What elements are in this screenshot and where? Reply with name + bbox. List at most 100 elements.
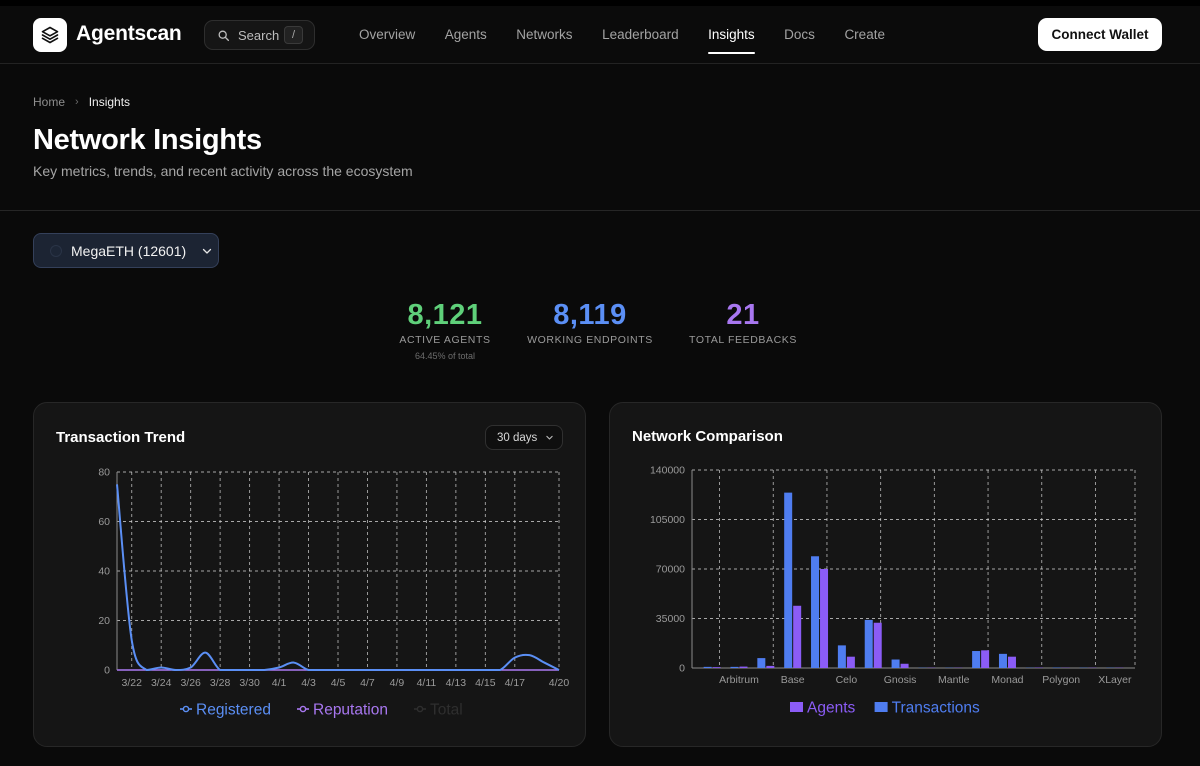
- nav-overview[interactable]: Overview: [359, 27, 416, 42]
- app-name[interactable]: Agentscan: [76, 22, 182, 45]
- bar-agents-arbitrum: [739, 666, 748, 668]
- bar-agents-base: [793, 605, 802, 668]
- metric-working-endpoints: 8,119 WORKING ENDPOINTS: [525, 298, 655, 346]
- x-tick-label: 4/9: [390, 677, 405, 689]
- x-tick-label: 4/1: [272, 677, 287, 689]
- nav-create[interactable]: Create: [844, 27, 885, 42]
- bar-transactions-base: [784, 492, 793, 668]
- series-line-registered: [116, 484, 560, 672]
- x-tick-label: 3/30: [239, 677, 260, 689]
- y-tick-label: 40: [98, 566, 110, 578]
- bar-agents-bsc: [820, 569, 829, 668]
- x-tick-label: 4/7: [360, 677, 375, 689]
- x-tick-label: Monad: [991, 674, 1023, 686]
- x-tick-label: 4/20: [549, 677, 570, 689]
- bar-agents-megaeth: [981, 650, 990, 668]
- legend-label: Reputation: [313, 702, 388, 719]
- breadcrumb-home[interactable]: Home: [33, 95, 66, 109]
- bar-transactions-celo: [837, 645, 846, 668]
- x-tick-label: 3/22: [122, 677, 143, 689]
- section-divider: [0, 210, 1200, 211]
- nav-networks[interactable]: Networks: [516, 27, 573, 42]
- metric-active-agents: 8,121 ACTIVE AGENTS 64.45% of total: [395, 298, 495, 361]
- x-tick-label: Celo: [836, 674, 858, 686]
- breadcrumb: Home › Insights: [33, 95, 130, 109]
- x-tick-label: XLayer: [1098, 674, 1132, 686]
- bar-agents-avalanche: [766, 665, 775, 668]
- legend-dot: [182, 705, 190, 713]
- y-tick-label: 140000: [650, 465, 685, 477]
- time-range-select[interactable]: 30 days: [485, 425, 563, 450]
- metric-subtext: 64.45% of total: [414, 351, 476, 361]
- page-title: Network Insights: [33, 124, 262, 156]
- nav-insights[interactable]: Insights: [708, 27, 755, 54]
- legend-label: Transactions: [892, 700, 980, 717]
- bar-transactions-monad: [998, 653, 1007, 668]
- nav-leaderboard[interactable]: Leaderboard: [602, 27, 679, 42]
- y-tick-label: 0: [104, 665, 110, 677]
- x-tick-label: Arbitrum: [719, 674, 759, 686]
- search-icon: [218, 30, 230, 41]
- bar-transactions-abstract: [703, 666, 712, 668]
- x-tick-label: Polygon: [1042, 674, 1080, 686]
- legend-dot: [299, 705, 307, 713]
- transaction-trend-chart: 0 20 40 60 80 3/22 3/24 3/26 3/28 3/30 4/1 4/3 4/5 4/…: [98, 467, 570, 719]
- legend-label: Registered: [196, 702, 271, 719]
- x-tick-label: 3/26: [180, 677, 201, 689]
- app-logo[interactable]: [33, 18, 67, 52]
- x-tick-label: 4/5: [331, 677, 346, 689]
- bar-transactions-megaeth: [972, 651, 981, 668]
- bar-agents-monad: [1007, 656, 1016, 668]
- x-tick-label: 4/17: [505, 677, 526, 689]
- bar-transactions-bsc: [811, 556, 820, 668]
- x-tick-label: 4/11: [417, 677, 437, 689]
- breadcrumb-current: Insights: [88, 95, 131, 109]
- search-label: Search: [238, 27, 280, 43]
- search-shortcut-key: /: [284, 26, 303, 44]
- nav-agents[interactable]: Agents: [444, 27, 487, 42]
- x-tick-label: Base: [781, 674, 805, 686]
- layers-icon: [41, 26, 59, 44]
- card-title: Transaction Trend: [56, 429, 186, 446]
- legend-swatch: [874, 702, 888, 712]
- transaction-trend-card: Transaction Trend 30 days 0 20 40 60 80 3/22 3…: [33, 402, 586, 747]
- bar-agents-gnosis: [900, 663, 909, 668]
- network-select[interactable]: MegaETH (12601): [33, 233, 219, 268]
- bar-agents-ethereum: [873, 622, 882, 668]
- legend-label: Total: [430, 702, 463, 719]
- chevron-right-icon: ›: [75, 96, 79, 108]
- bar-agents-abstract: [712, 667, 721, 668]
- metric-label: TOTAL FEEDBACKS: [689, 334, 797, 346]
- metric-value: 8,121: [407, 299, 483, 331]
- search-button[interactable]: Search /: [204, 20, 315, 50]
- bar-transactions-ethereum: [864, 619, 873, 668]
- network-comparison-card: Network Comparison 0 35000 70000 105000 1400…: [609, 402, 1162, 747]
- network-select-value: MegaETH (12601): [71, 242, 187, 259]
- page-subtitle: Key metrics, trends, and recent activity…: [33, 163, 413, 179]
- bar-transactions-arbitrum: [730, 666, 739, 668]
- top-navbar: Agentscan Search / Overview Agents Netwo…: [0, 6, 1200, 64]
- x-tick-label: Mantle: [938, 674, 970, 686]
- metric-label: WORKING ENDPOINTS: [527, 334, 653, 346]
- metric-label: ACTIVE AGENTS: [399, 334, 491, 346]
- main-nav: Overview Agents Networks Leaderboard Ins…: [359, 27, 914, 54]
- window-top-strip: [0, 0, 1200, 6]
- y-tick-label: 60: [98, 516, 110, 528]
- x-tick-label: 4/3: [301, 677, 316, 689]
- nav-docs[interactable]: Docs: [784, 27, 815, 42]
- legend-label: Agents: [807, 700, 856, 717]
- y-tick-label: 80: [98, 467, 110, 479]
- y-tick-label: 70000: [656, 564, 685, 576]
- y-tick-label: 0: [679, 663, 685, 675]
- bar-transactions-avalanche: [757, 658, 766, 668]
- legend-dot: [416, 705, 424, 713]
- y-tick-label: 20: [98, 615, 110, 627]
- chevron-down-icon: [546, 435, 553, 440]
- bar-agents-celo: [846, 656, 855, 668]
- metric-value: 21: [726, 299, 760, 331]
- time-range-value: 30 days: [497, 431, 538, 444]
- x-tick-label: 4/15: [475, 677, 496, 689]
- x-tick-label: 4/13: [446, 677, 467, 689]
- connect-wallet-button[interactable]: Connect Wallet: [1038, 18, 1162, 51]
- legend-swatch: [790, 702, 803, 712]
